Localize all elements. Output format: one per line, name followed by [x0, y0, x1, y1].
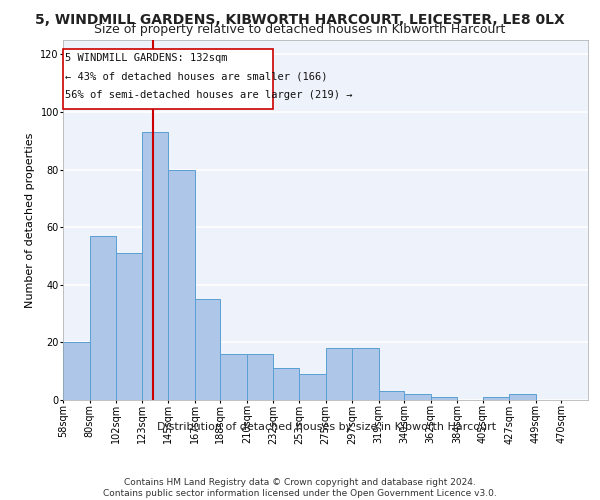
Bar — [483, 397, 509, 400]
Bar — [352, 348, 379, 400]
Bar — [142, 132, 168, 400]
Bar — [247, 354, 274, 400]
Text: Contains HM Land Registry data © Crown copyright and database right 2024.
Contai: Contains HM Land Registry data © Crown c… — [103, 478, 497, 498]
Bar — [404, 394, 431, 400]
Bar — [168, 170, 195, 400]
Bar — [299, 374, 325, 400]
Y-axis label: Number of detached properties: Number of detached properties — [25, 132, 35, 308]
Text: 5, WINDMILL GARDENS, KIBWORTH HARCOURT, LEICESTER, LE8 0LX: 5, WINDMILL GARDENS, KIBWORTH HARCOURT, … — [35, 12, 565, 26]
Bar — [116, 253, 142, 400]
Bar — [431, 397, 457, 400]
Bar — [220, 354, 247, 400]
Bar — [274, 368, 299, 400]
Bar — [63, 342, 89, 400]
Bar — [195, 299, 220, 400]
Text: 56% of semi-detached houses are larger (219) →: 56% of semi-detached houses are larger (… — [65, 90, 353, 101]
Bar — [325, 348, 352, 400]
Bar — [509, 394, 536, 400]
Text: Size of property relative to detached houses in Kibworth Harcourt: Size of property relative to detached ho… — [94, 22, 506, 36]
Text: ← 43% of detached houses are smaller (166): ← 43% of detached houses are smaller (16… — [65, 72, 328, 82]
Text: Distribution of detached houses by size in Kibworth Harcourt: Distribution of detached houses by size … — [157, 422, 497, 432]
Bar — [379, 392, 404, 400]
Text: 5 WINDMILL GARDENS: 132sqm: 5 WINDMILL GARDENS: 132sqm — [65, 53, 228, 63]
Bar — [63, 48, 274, 109]
Bar — [89, 236, 116, 400]
